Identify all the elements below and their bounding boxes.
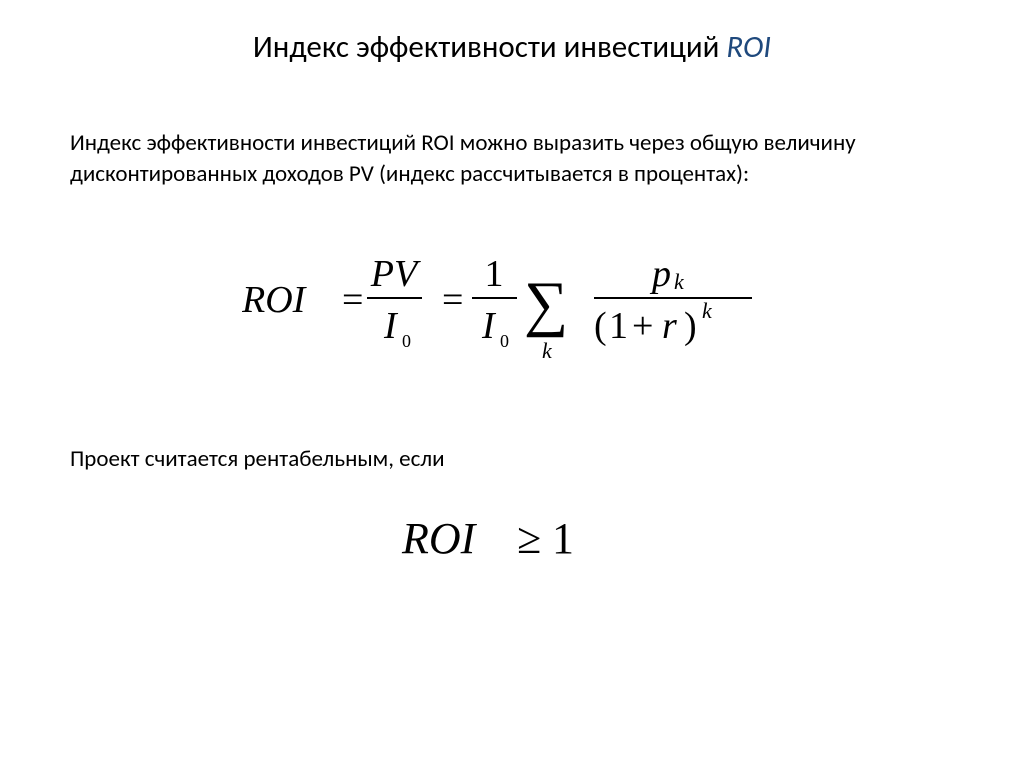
- formula-roi-geq-svg: ROI ≥ 1: [392, 508, 632, 568]
- f1-frac1-den-I: I: [383, 305, 399, 347]
- f1-eq1: =: [342, 279, 363, 321]
- f1-sigma: ∑: [524, 270, 568, 338]
- f1-lhs: ROI: [242, 279, 308, 321]
- formula-main: ROI = PV I 0 = 1 I 0 ∑ k p k ( 1 + r: [70, 240, 954, 375]
- f1-frac2-num: 1: [485, 253, 504, 295]
- title-accent: ROI: [726, 28, 771, 66]
- f1-frac3-den-sup: k: [702, 298, 713, 323]
- f1-frac3-den-1: 1: [609, 305, 628, 347]
- f1-frac3-den-open: (: [594, 305, 607, 347]
- f1-frac3-num-p: p: [649, 253, 671, 295]
- f1-sigma-sub: k: [542, 338, 553, 363]
- f2-op: ≥: [517, 514, 541, 563]
- paragraph-2: Проект считается рентабельным, если: [70, 445, 954, 473]
- title-main: Индекс эффективности инвестиций: [253, 28, 726, 66]
- f1-frac3-den-plus: +: [632, 305, 653, 347]
- formula-roi-svg: ROI = PV I 0 = 1 I 0 ∑ k p k ( 1 + r: [242, 240, 782, 370]
- f1-frac1-num: PV: [370, 253, 421, 295]
- f1-frac3-num-k: k: [674, 269, 685, 294]
- f2-lhs: ROI: [401, 514, 478, 563]
- f1-frac2-den-0: 0: [500, 331, 509, 351]
- formula-inequality: ROI ≥ 1: [70, 508, 954, 573]
- f1-frac1-den-0: 0: [402, 331, 411, 351]
- f1-frac3-den-close: ): [684, 305, 697, 347]
- page-title: Индекс эффективности инвестиций ROI: [70, 28, 954, 66]
- f1-frac2-den-I: I: [481, 305, 497, 347]
- f1-frac3-den-r: r: [662, 305, 677, 347]
- f1-eq2: =: [442, 279, 463, 321]
- paragraph-1: Индекс эффективности инвестиций ROI можн…: [70, 128, 954, 190]
- f2-rhs: 1: [552, 514, 574, 563]
